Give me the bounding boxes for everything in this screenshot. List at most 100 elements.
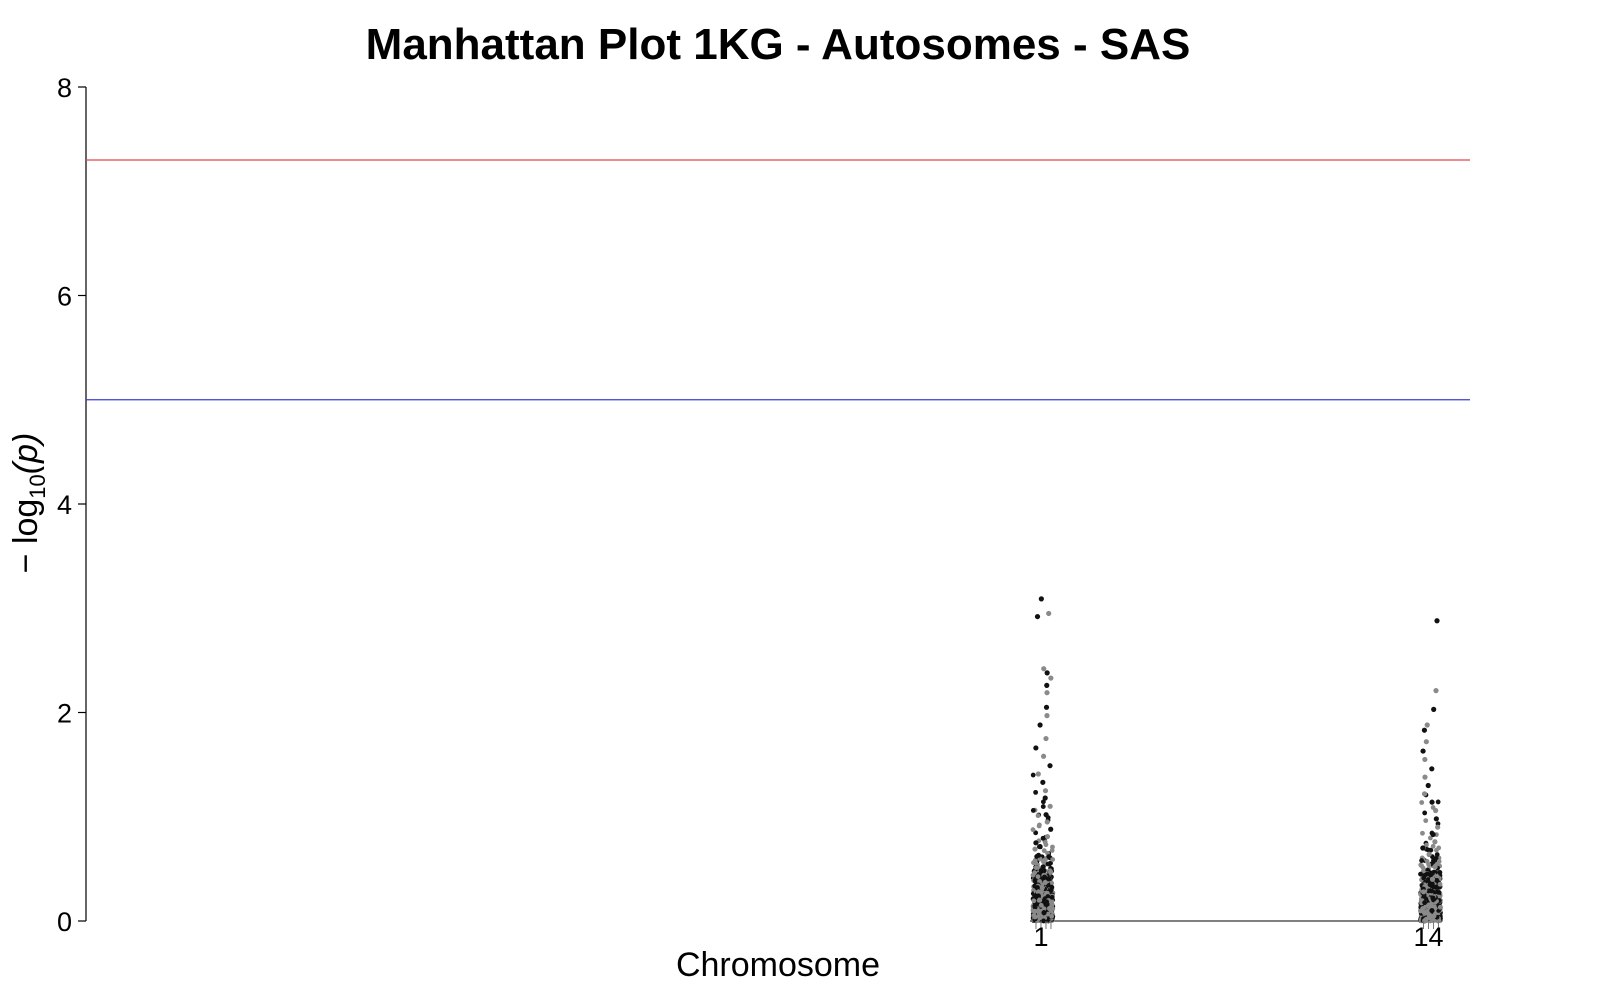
data-point (1030, 772, 1036, 778)
data-point (1049, 848, 1055, 853)
data-point (1033, 865, 1039, 871)
data-point (1424, 722, 1430, 728)
data-point (1435, 799, 1441, 805)
data-point (1038, 902, 1044, 908)
data-point (1043, 842, 1049, 848)
y-axis-title-prefix: − log (7, 499, 45, 574)
data-point (1422, 756, 1428, 763)
data-point (1430, 895, 1436, 901)
data-point (1425, 908, 1430, 914)
data-point (1044, 670, 1050, 676)
data-point (1042, 879, 1048, 886)
data-point (1432, 839, 1438, 845)
y-axis-title-suffix: (p) (7, 433, 45, 475)
data-point (1423, 739, 1429, 745)
data-point (1043, 704, 1050, 710)
x-ticks: 1 14 (1033, 921, 1444, 952)
data-point (1429, 870, 1435, 876)
data-point (1031, 898, 1037, 904)
y-ticks: 0 2 4 6 8 (57, 73, 86, 937)
data-point (1429, 766, 1435, 772)
data-point (1420, 906, 1426, 911)
data-point (1420, 830, 1425, 836)
data-point (1049, 894, 1055, 900)
data-point (1044, 901, 1050, 907)
y-tick-label: 6 (57, 282, 72, 312)
y-tick-label: 8 (57, 73, 72, 103)
data-point (1044, 690, 1050, 696)
data-point (1428, 847, 1434, 853)
data-point (1032, 857, 1038, 863)
data-point (1032, 846, 1038, 852)
data-point (1045, 861, 1051, 867)
chromosome-14-points (1418, 618, 1443, 924)
data-point (1048, 887, 1054, 893)
data-point (1046, 905, 1053, 912)
data-point (1040, 753, 1047, 759)
data-point (1425, 782, 1431, 789)
data-point (1044, 833, 1051, 840)
y-tick-label: 0 (57, 907, 72, 937)
data-point (1041, 918, 1046, 924)
data-point (1429, 876, 1436, 882)
data-point (1032, 914, 1038, 920)
data-point (1431, 913, 1437, 919)
data-point (1435, 889, 1440, 895)
data-point (1034, 613, 1041, 620)
data-point (1431, 706, 1437, 712)
data-point (1433, 688, 1439, 694)
data-point (1035, 889, 1042, 895)
data-point (1033, 830, 1039, 836)
data-point (1049, 913, 1055, 919)
data-point (1043, 812, 1049, 818)
data-point (1426, 862, 1432, 868)
data-point (1419, 800, 1425, 805)
data-point (1030, 827, 1036, 833)
data-point (1044, 682, 1050, 688)
data-point (1421, 727, 1428, 733)
data-point (1422, 872, 1428, 878)
data-point (1048, 675, 1054, 681)
data-point (1419, 863, 1425, 869)
data-point (1421, 791, 1428, 797)
data-point (1049, 880, 1055, 886)
data-point (1427, 835, 1433, 841)
data-point (1430, 843, 1436, 849)
data-point (1032, 870, 1037, 876)
data-point (1426, 878, 1431, 884)
data-point (1041, 848, 1047, 854)
data-point (1030, 808, 1036, 813)
data-point (1423, 818, 1429, 824)
data-point (1046, 610, 1052, 617)
data-point (1433, 816, 1439, 822)
data-point (1426, 888, 1432, 894)
data-point (1035, 771, 1041, 777)
data-point (1034, 885, 1040, 891)
data-point (1423, 917, 1429, 923)
data-point (1048, 869, 1054, 875)
data-point (1429, 799, 1435, 805)
data-point (1047, 763, 1053, 769)
data-point (1041, 906, 1047, 912)
data-point (1420, 845, 1426, 851)
data-point (1037, 844, 1043, 850)
data-point (1429, 907, 1435, 914)
data-point (1434, 618, 1440, 624)
data-point (1048, 826, 1054, 832)
data-point (1033, 789, 1039, 795)
y-axis-title-subscript: 10 (25, 474, 50, 498)
y-axis-title: − log10(p) (7, 433, 50, 574)
data-point (1436, 918, 1442, 924)
data-point (1422, 810, 1428, 816)
data-point (1422, 774, 1428, 780)
data-point (1043, 735, 1049, 742)
data-point (1040, 799, 1046, 805)
data-point (1430, 831, 1436, 838)
chart-title: Manhattan Plot 1KG - Autosomes - SAS (366, 20, 1191, 69)
data-point (1436, 845, 1442, 851)
y-tick-label: 4 (57, 490, 72, 520)
data-point (1434, 874, 1440, 879)
data-point (1040, 835, 1046, 841)
data-point (1041, 874, 1048, 880)
